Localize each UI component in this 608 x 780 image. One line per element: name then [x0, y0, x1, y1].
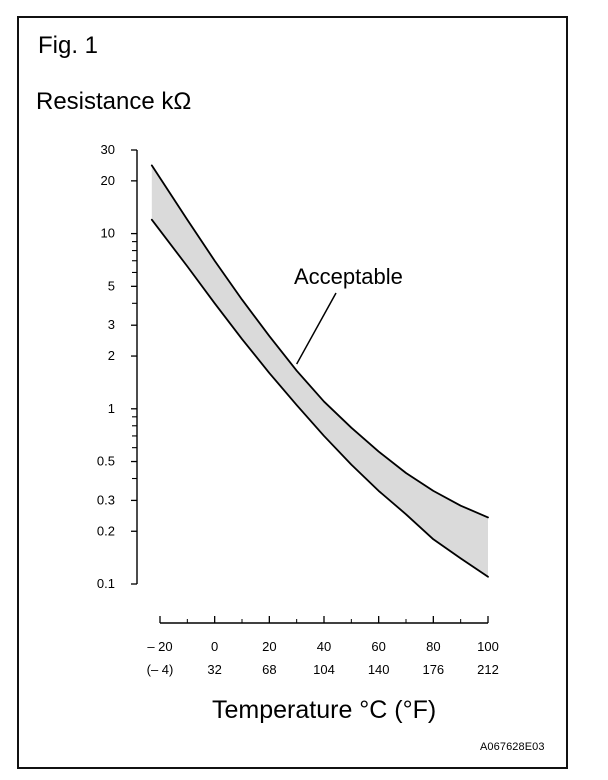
y-tick-label: 10 [101, 226, 115, 241]
y-tick-label: 0.1 [97, 576, 115, 591]
x-tick-label-celsius: 0 [211, 639, 218, 654]
x-tick-label-celsius: 20 [262, 639, 276, 654]
x-tick-label-fahrenheit: (– 4) [147, 662, 174, 677]
y-tick-label: 2 [108, 348, 115, 363]
figure-code: A067628E03 [480, 741, 545, 753]
x-tick-label-celsius: – 20 [147, 639, 172, 654]
y-tick-label: 0.2 [97, 523, 115, 538]
y-tick-label: 3 [108, 317, 115, 332]
x-tick-label-fahrenheit: 212 [477, 662, 499, 677]
x-tick-label-fahrenheit: 104 [313, 662, 335, 677]
x-tick-label-celsius: 40 [317, 639, 331, 654]
y-tick-label: 30 [101, 142, 115, 157]
x-tick-label-fahrenheit: 32 [207, 662, 221, 677]
upper-resistance-curve [150, 164, 489, 519]
y-axis-title: Resistance kΩ [36, 88, 192, 115]
acceptable-label: Acceptable [294, 264, 403, 289]
y-tick-label: 5 [108, 278, 115, 293]
acceptable-pointer-line [296, 292, 337, 365]
x-tick-label-celsius: 100 [477, 639, 499, 654]
y-tick-label: 0.5 [97, 454, 115, 469]
acceptable-band [151, 165, 489, 577]
y-tick-label: 0.3 [97, 492, 115, 507]
x-tick-label-fahrenheit: 68 [262, 662, 276, 677]
x-tick-label-fahrenheit: 140 [368, 662, 390, 677]
y-tick-label: 20 [101, 173, 115, 188]
figure-label: Fig. 1 [38, 32, 99, 59]
y-tick-label: 1 [108, 401, 115, 416]
x-axis-title: Temperature °C (°F) [212, 696, 437, 724]
lower-resistance-curve [150, 218, 489, 578]
x-tick-label-celsius: 60 [371, 639, 385, 654]
x-tick-label-fahrenheit: 176 [422, 662, 444, 677]
x-tick-label-celsius: 80 [426, 639, 440, 654]
